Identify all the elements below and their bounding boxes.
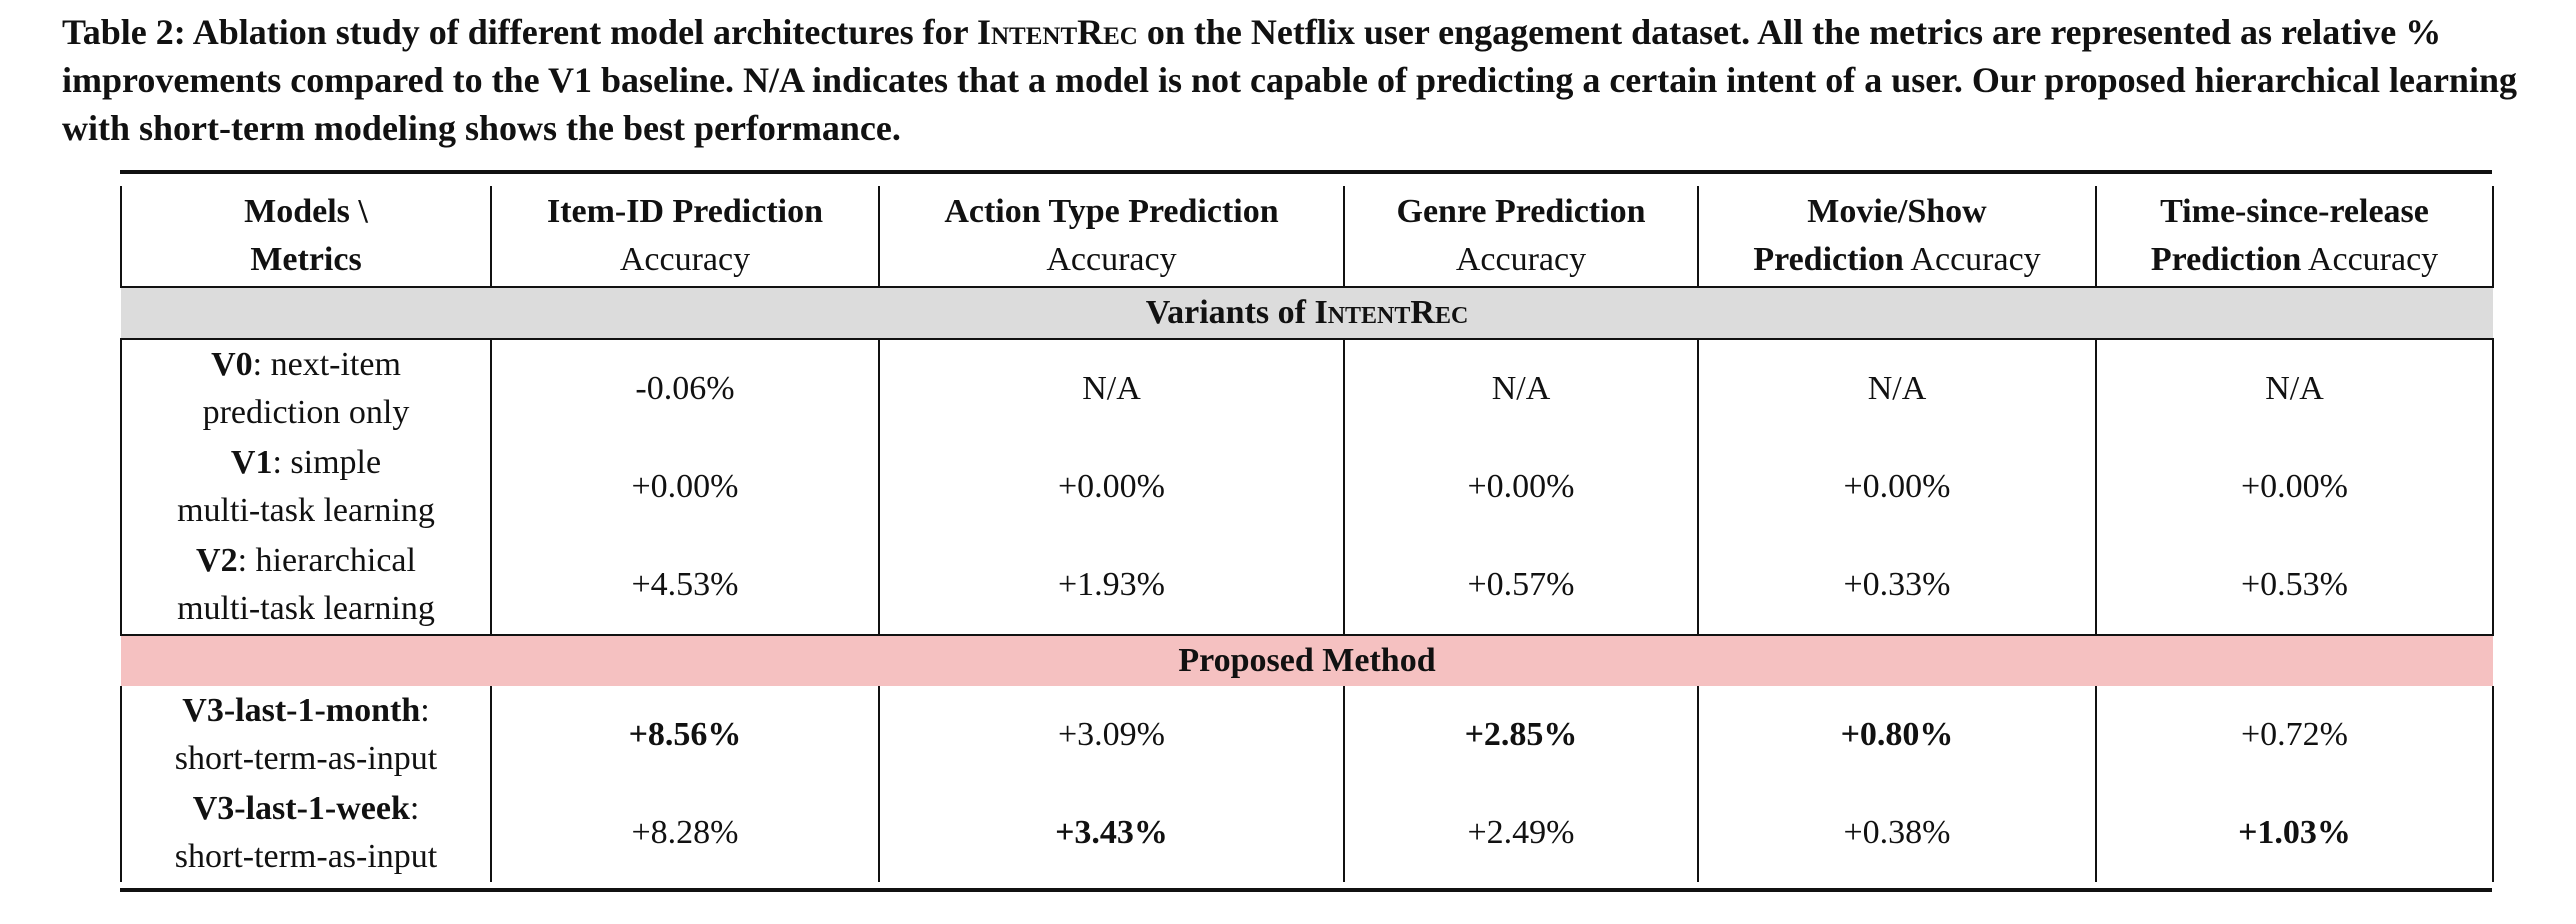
value-cell-best: +2.85% [1343, 686, 1699, 784]
table-caption: Table 2: Ablation study of different mod… [62, 12, 2517, 148]
caption-model-name: IntentRec [976, 12, 1138, 52]
header-models: Models \ Metrics [120, 186, 492, 288]
value-cell: +0.72% [2095, 686, 2494, 784]
value-cell: N/A [878, 339, 1345, 438]
value-cell: +0.00% [1697, 438, 2097, 536]
table-row: V0: next-item prediction only -0.06% N/A … [120, 339, 2494, 438]
model-cell: V1: simple multi-task learning [120, 438, 492, 536]
value-cell: +1.93% [878, 536, 1345, 636]
value-cell: +8.28% [490, 784, 880, 882]
header-action-type: Action Type Prediction Accuracy [878, 186, 1345, 288]
value-cell-best: +3.43% [878, 784, 1345, 882]
header-movie-show: Movie/Show Prediction Accuracy [1697, 186, 2097, 288]
header-time-since-release: Time-since-release Prediction Accuracy [2095, 186, 2494, 288]
value-cell: +3.09% [878, 686, 1345, 784]
value-cell: +0.00% [1343, 438, 1699, 536]
value-cell: +0.00% [490, 438, 880, 536]
header-item-id: Item-ID Prediction Accuracy [490, 186, 880, 288]
header-genre: Genre Prediction Accuracy [1343, 186, 1699, 288]
value-cell: +4.53% [490, 536, 880, 636]
value-cell: +0.00% [878, 438, 1345, 536]
value-cell: N/A [1697, 339, 2097, 438]
table-row: V1: simple multi-task learning +0.00% +0.… [120, 438, 2494, 536]
table-row: V3-last-1-week: short-term-as-input +8.28… [120, 784, 2494, 882]
value-cell: +0.38% [1697, 784, 2097, 882]
value-cell: +0.53% [2095, 536, 2494, 636]
section-proposed: Proposed Method [121, 635, 2493, 686]
model-cell: V3-last-1-month: short-term-as-input [120, 686, 492, 784]
table-row: V3-last-1-month: short-term-as-input +8.5… [120, 686, 2494, 784]
table-row: V2: hierarchical multi-task learning +4.5… [120, 536, 2494, 636]
value-cell: +2.49% [1343, 784, 1699, 882]
section-variants: Variants of IntentRec [121, 287, 2493, 340]
model-cell: V0: next-item prediction only [120, 339, 492, 438]
value-cell-best: +1.03% [2095, 784, 2494, 882]
value-cell: N/A [2095, 339, 2494, 438]
value-cell: +0.00% [2095, 438, 2494, 536]
table-bottom-rule [120, 888, 2492, 892]
model-cell: V2: hierarchical multi-task learning [120, 536, 492, 636]
ablation-table: Models \ Metrics Item-ID Prediction Accura… [120, 186, 2494, 882]
value-cell: N/A [1343, 339, 1699, 438]
header-row: Models \ Metrics Item-ID Prediction Accura… [120, 186, 2494, 288]
value-cell-best: +0.80% [1697, 686, 2097, 784]
value-cell: -0.06% [490, 339, 880, 438]
table-top-rule [120, 170, 2492, 174]
value-cell: +0.33% [1697, 536, 2097, 636]
model-cell: V3-last-1-week: short-term-as-input [120, 784, 492, 882]
value-cell: +0.57% [1343, 536, 1699, 636]
value-cell-best: +8.56% [490, 686, 880, 784]
